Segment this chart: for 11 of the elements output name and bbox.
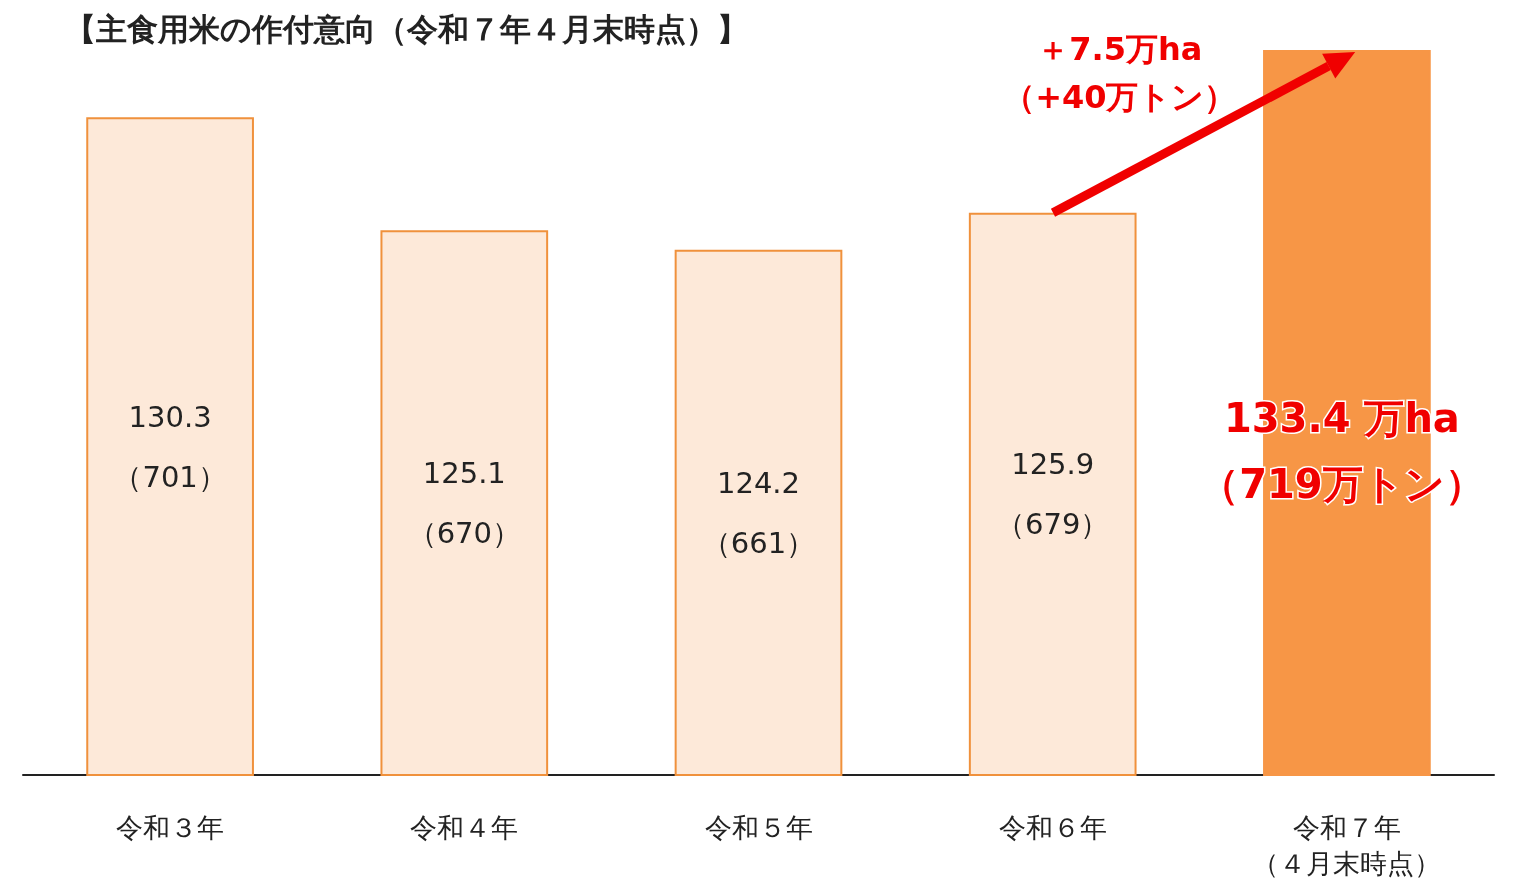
data-label: 130.3 （701） (113, 399, 227, 494)
data-label: 125.1 （670） (407, 456, 521, 551)
data-label: 124.2 （661） (701, 465, 816, 560)
x-tick-label: 令和４年 (410, 811, 519, 843)
x-tick-label: 令和６年 (998, 811, 1107, 843)
x-tick-label: 令和３年 (116, 811, 225, 843)
annotation: ＋7.5万ha （+40万トン） (1003, 30, 1237, 116)
chart-title: 【主食用米の作付意向（令和７年４月末時点）】 (65, 10, 748, 47)
x-tick-label: 令和５年 (704, 811, 813, 843)
x-tick-label: 令和７年（４月末時点） (1252, 811, 1442, 879)
data-label: 125.9 （679） (996, 447, 1110, 542)
